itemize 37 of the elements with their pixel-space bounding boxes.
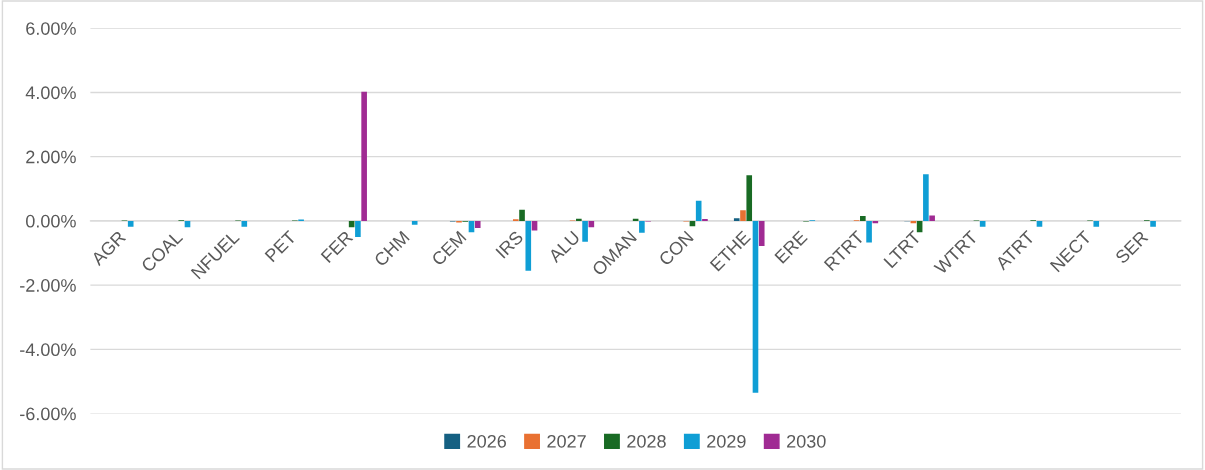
bar xyxy=(733,218,740,221)
y-tick-label: 6.00% xyxy=(26,22,76,35)
bar xyxy=(740,210,746,221)
bar xyxy=(582,220,588,242)
y-tick-label: -6.00% xyxy=(20,407,76,421)
bar xyxy=(929,215,935,221)
bar xyxy=(576,218,582,221)
bar xyxy=(979,220,986,227)
y-tick-label: 0.00% xyxy=(26,214,76,228)
legend-label: 2028 xyxy=(627,434,666,448)
y-tick-label: -4.00% xyxy=(20,343,76,357)
bar xyxy=(355,220,361,237)
legend-label: 2026 xyxy=(467,434,506,448)
bar xyxy=(474,220,481,228)
bar xyxy=(866,220,872,243)
x-tick-label: IRS xyxy=(495,230,524,259)
bar xyxy=(411,220,418,225)
bar xyxy=(1150,220,1156,227)
bar xyxy=(127,220,134,227)
bar xyxy=(361,91,367,221)
bar xyxy=(746,175,753,221)
y-tick-label: 4.00% xyxy=(25,86,76,100)
legend-label: 2029 xyxy=(707,434,746,448)
bar xyxy=(860,216,866,221)
bar xyxy=(639,220,645,233)
bar xyxy=(241,220,248,227)
y-tick-label: 2.00% xyxy=(26,150,76,164)
bar xyxy=(519,209,525,221)
legend-label: 2030 xyxy=(787,434,826,448)
bar xyxy=(923,174,929,221)
bar xyxy=(525,220,532,271)
legend-label: 2027 xyxy=(547,434,586,448)
bar xyxy=(1093,220,1100,227)
bar xyxy=(758,220,765,246)
bar xyxy=(1036,220,1043,227)
bar xyxy=(531,220,538,231)
y-tick-label: -2.00% xyxy=(20,279,76,292)
